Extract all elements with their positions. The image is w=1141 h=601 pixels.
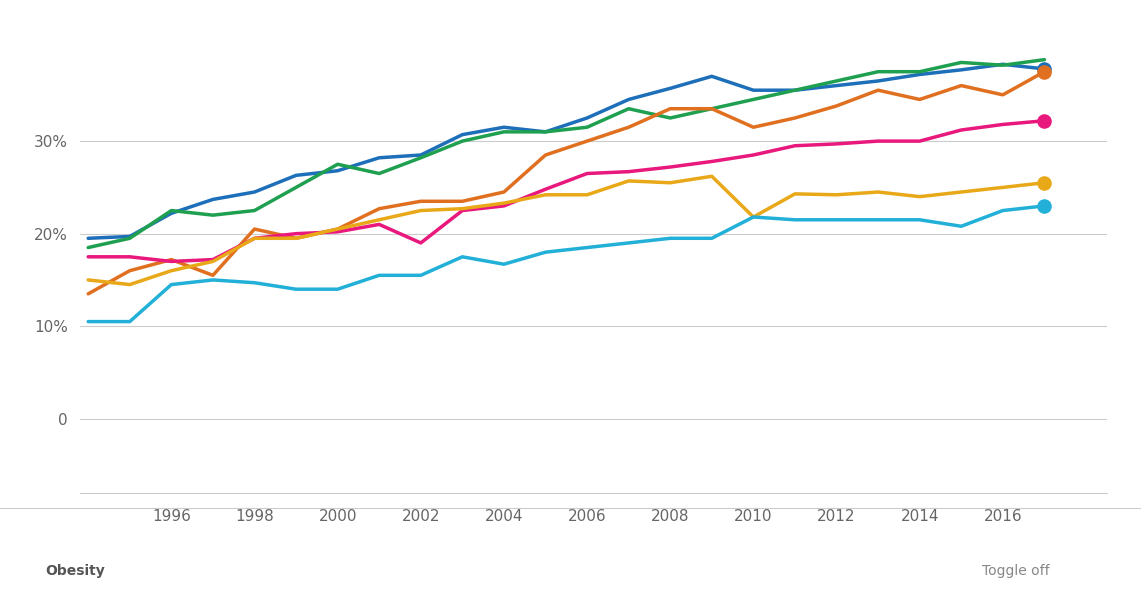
Point [1035, 178, 1053, 188]
Point [1035, 201, 1053, 211]
Point [1035, 116, 1053, 126]
Text: Obesity: Obesity [46, 564, 105, 578]
Point [1035, 64, 1053, 74]
Text: Toggle off: Toggle off [982, 564, 1050, 578]
Point [1035, 67, 1053, 76]
